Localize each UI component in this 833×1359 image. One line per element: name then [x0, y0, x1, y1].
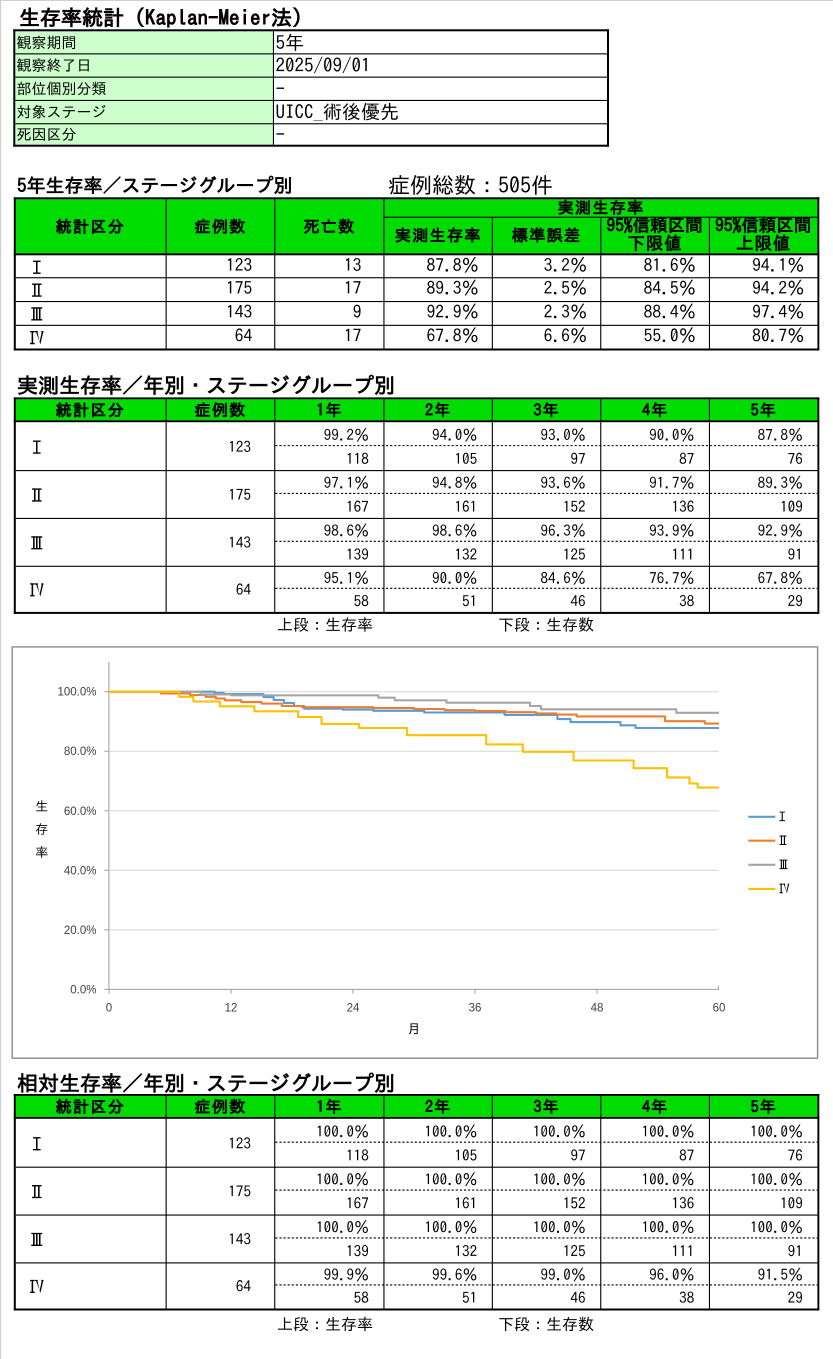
svg-text:60: 60 [713, 1003, 726, 1015]
svg-text:0: 0 [106, 1003, 112, 1015]
svg-text:80.0%: 80.0% [64, 746, 97, 758]
svg-text:20.0%: 20.0% [64, 925, 97, 937]
svg-text:24: 24 [347, 1003, 360, 1015]
svg-text:12: 12 [225, 1003, 238, 1015]
svg-text:0.0%: 0.0% [70, 984, 96, 996]
svg-text:100.0%: 100.0% [57, 687, 96, 699]
svg-text:40.0%: 40.0% [64, 865, 97, 877]
svg-text:60.0%: 60.0% [64, 806, 97, 818]
svg-text:48: 48 [591, 1003, 604, 1015]
svg-text:36: 36 [469, 1003, 482, 1015]
